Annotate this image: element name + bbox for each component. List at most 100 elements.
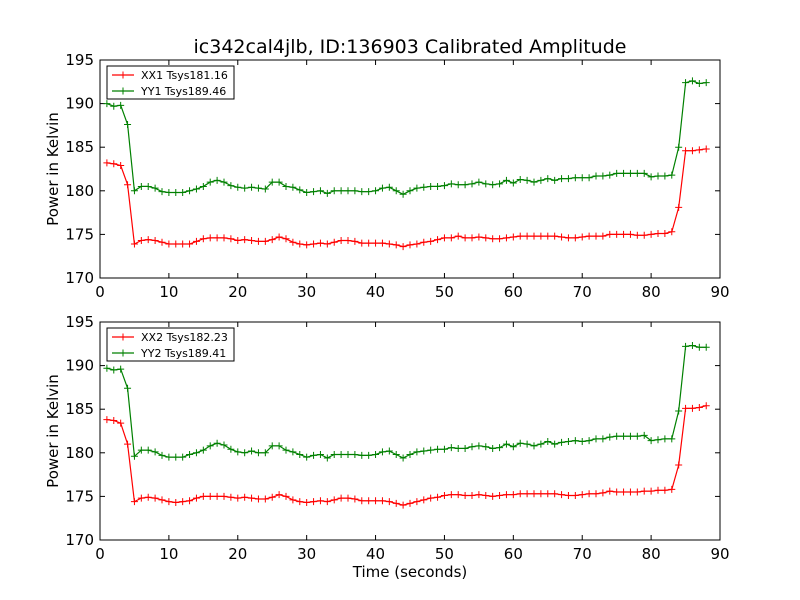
data-point [378, 448, 386, 456]
data-point [475, 178, 483, 186]
data-point [427, 182, 435, 190]
x-tick-label: 30 [297, 545, 316, 563]
data-point [427, 446, 435, 454]
data-point [151, 184, 159, 192]
data-point [606, 171, 614, 179]
data-point [158, 451, 166, 459]
data-point [172, 189, 180, 197]
figure-title: ic342cal4jlb, ID:136903 Calibrated Ampli… [194, 36, 627, 58]
data-point [275, 442, 283, 450]
data-point [496, 180, 504, 188]
data-point [496, 492, 504, 500]
data-point [537, 490, 545, 498]
data-point [261, 185, 269, 193]
data-point [675, 461, 683, 469]
data-point [654, 172, 662, 180]
data-point [661, 486, 669, 494]
data-point [571, 234, 579, 242]
data-point [227, 182, 235, 190]
data-point [482, 180, 490, 188]
data-point [551, 440, 559, 448]
data-point [268, 178, 276, 186]
data-point [392, 499, 400, 507]
data-point [192, 185, 200, 193]
data-point [144, 493, 152, 501]
data-point [454, 444, 462, 452]
data-point [564, 175, 572, 183]
data-point [461, 181, 469, 189]
data-point [124, 181, 132, 189]
data-point [158, 496, 166, 504]
data-point [199, 446, 207, 454]
data-point [682, 404, 690, 412]
data-point [316, 239, 324, 247]
legend-label: XX1 Tsys181.16 [141, 69, 228, 82]
data-point [344, 187, 352, 195]
data-point [654, 436, 662, 444]
data-point [199, 182, 207, 190]
data-point [468, 443, 476, 451]
data-point [509, 179, 517, 187]
data-point [606, 487, 614, 495]
data-point [551, 232, 559, 240]
data-point [578, 437, 586, 445]
data-point [151, 448, 159, 456]
data-point [137, 182, 145, 190]
data-point [296, 240, 304, 248]
data-point [406, 499, 414, 507]
data-point [502, 234, 510, 242]
data-point [337, 237, 345, 245]
data-point [399, 243, 407, 251]
data-point [192, 237, 200, 245]
data-point [158, 188, 166, 196]
data-point [365, 497, 373, 505]
data-point [186, 497, 194, 505]
data-point [241, 236, 249, 244]
data-point [420, 238, 428, 246]
data-point [626, 169, 634, 177]
data-point [551, 176, 559, 184]
data-point [647, 437, 655, 445]
data-point [613, 169, 621, 177]
legend-box [106, 65, 235, 100]
data-point [558, 491, 566, 499]
data-point [248, 447, 256, 455]
y-tick-label: 195 [65, 313, 94, 331]
data-point [344, 237, 352, 245]
x-axis-label: Time (seconds) [352, 563, 468, 581]
data-point [303, 189, 311, 197]
data-point [234, 494, 242, 502]
legend-label: YY1 Tsys189.46 [140, 85, 226, 98]
data-point [130, 452, 138, 460]
data-point [537, 176, 545, 184]
data-point [633, 488, 641, 496]
data-point [330, 238, 338, 246]
data-point [454, 181, 462, 189]
data-point [682, 79, 690, 87]
data-point [427, 237, 435, 245]
data-point [385, 240, 393, 248]
data-point [213, 176, 221, 184]
data-point [578, 233, 586, 241]
data-point [675, 407, 683, 415]
data-point [179, 498, 187, 506]
data-point [110, 102, 118, 110]
data-point [702, 402, 710, 410]
data-point [172, 453, 180, 461]
data-point [661, 172, 669, 180]
data-point [220, 492, 228, 500]
data-point [220, 441, 228, 449]
data-point [192, 449, 200, 457]
data-point [613, 432, 621, 440]
data-point [454, 491, 462, 499]
legend-marker [119, 87, 127, 95]
data-point [351, 451, 359, 459]
legend-marker [119, 71, 127, 79]
y-tick-label: 190 [65, 357, 94, 375]
legend-label: YY2 Tsys189.41 [140, 347, 226, 360]
data-point [530, 442, 538, 450]
data-point [303, 499, 311, 507]
data-point [599, 172, 607, 180]
data-point [254, 495, 262, 503]
